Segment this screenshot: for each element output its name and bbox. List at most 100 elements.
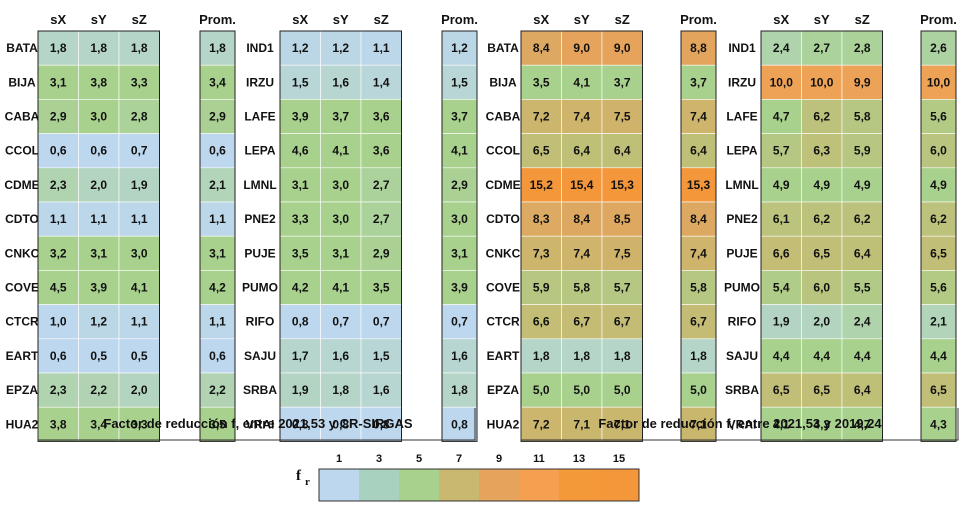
cell-value: 15,3: [611, 178, 635, 192]
heatmap-cell: [320, 406, 362, 442]
legend-swatch: [519, 469, 559, 501]
cell-value: 0,6: [50, 349, 67, 363]
station-label: BIJA: [8, 75, 36, 89]
prom-value: 2,6: [930, 41, 947, 55]
cell-value: 3,0: [332, 212, 349, 226]
heatmap-cell: [118, 338, 160, 374]
prom-value: 0,6: [209, 349, 226, 363]
prom-value: 1,2: [451, 41, 468, 55]
cell-value: 4,4: [854, 349, 871, 363]
prom-value: 6,7: [690, 315, 707, 329]
prom-cell: [920, 201, 957, 237]
prom-cell: [680, 201, 717, 237]
column-header: sZ: [615, 12, 630, 27]
cell-value: 0,6: [90, 144, 107, 158]
cell-value: 3,4: [90, 417, 107, 431]
cell-value: 1,8: [533, 349, 550, 363]
prom-value: 7,4: [690, 110, 707, 124]
prom-value: 3,1: [209, 246, 226, 260]
heatmap-cell: [320, 64, 362, 100]
cell-value: 6,5: [533, 144, 550, 158]
prom-value: 1,1: [209, 212, 226, 226]
cell-value: 3,0: [332, 178, 349, 192]
cell-value: 6,3: [813, 144, 830, 158]
cell-value: 2,3: [50, 178, 67, 192]
cell-value: 2,7: [373, 178, 390, 192]
prom-cell: [441, 64, 478, 100]
prom-cell: [441, 167, 478, 203]
legend-swatch: [439, 469, 479, 501]
prom-cell: [680, 99, 717, 134]
panel-caption: Factor de reducción f, entre 2021,53 y 2…: [598, 416, 882, 431]
heatmap-cell: [601, 338, 643, 374]
cell-value: 3,6: [373, 110, 390, 124]
heatmap-cell: [37, 30, 79, 66]
column-header: sY: [814, 12, 830, 27]
heatmap-cell: [279, 270, 321, 305]
heatmap-cell: [320, 235, 362, 271]
prom-value: 4,3: [930, 417, 947, 431]
station-label: CCOL: [5, 144, 39, 158]
heatmap-cell: [320, 167, 362, 203]
prom-value: 1,1: [209, 315, 226, 329]
prom-value: 3,9: [451, 281, 468, 295]
cell-value: 1,1: [90, 212, 107, 226]
heatmap-cell: [841, 235, 883, 271]
legend-swatch: [359, 469, 399, 501]
cell-value: 2,0: [131, 383, 148, 397]
station-label: COVE: [5, 281, 39, 295]
cell-value: 10,0: [770, 75, 794, 89]
heatmap-cell: [279, 30, 321, 66]
cell-value: 3,5: [533, 75, 550, 89]
cell-value: 7,5: [614, 110, 631, 124]
cell-value: 7,1: [573, 417, 590, 431]
legend-swatch: [479, 469, 519, 501]
cell-value: 6,6: [773, 246, 790, 260]
prom-cell: [441, 338, 478, 374]
column-header: sX: [50, 12, 66, 27]
cell-value: 1,0: [50, 315, 67, 329]
cell-value: 3,0: [90, 110, 107, 124]
block-border: [760, 30, 883, 442]
heatmap-cell: [37, 235, 79, 271]
heatmap-cell: [37, 201, 79, 237]
heatmap-cell: [760, 64, 802, 100]
station-label: IND1: [246, 41, 274, 55]
cell-value: 0,7: [332, 315, 349, 329]
prom-value: 2,2: [209, 383, 226, 397]
station-label: BIJA: [489, 75, 517, 89]
legend-swatch: [559, 469, 599, 501]
heatmap-cell: [320, 372, 362, 408]
heatmap-cell: [601, 235, 643, 271]
cell-value: 4,1: [773, 417, 790, 431]
cell-value: 3,5: [373, 281, 390, 295]
cell-value: 1,6: [332, 349, 349, 363]
heatmap-cell: [37, 270, 79, 305]
heatmap-cell: [760, 235, 802, 271]
heatmap-cell: [118, 270, 160, 305]
legend-label: f: [296, 468, 302, 484]
cell-value: 3,2: [50, 246, 67, 260]
station-label: EART: [487, 349, 520, 363]
heatmap-cell: [841, 304, 883, 340]
station-label: CCOL: [486, 144, 520, 158]
station-label: EPZA: [6, 383, 38, 397]
column-header: sX: [773, 12, 789, 27]
prom-value: 1,8: [690, 349, 707, 363]
prom-cell: [199, 406, 236, 442]
cell-value: 4,9: [854, 178, 871, 192]
heatmap-cell: [601, 406, 643, 442]
prom-value: 3,1: [451, 246, 468, 260]
station-label: SRBA: [725, 383, 759, 397]
heatmap-cell: [561, 372, 603, 408]
cell-value: 0,5: [131, 349, 148, 363]
heatmap-cell: [118, 167, 160, 203]
heatmap-cell: [801, 133, 843, 169]
heatmap-cell: [801, 270, 843, 305]
station-label: CABA: [5, 110, 40, 124]
cell-value: 1,1: [131, 212, 148, 226]
prom-value: 10,0: [927, 75, 951, 89]
heatmap-cell: [279, 64, 321, 100]
heatmap-cell: [561, 270, 603, 305]
heatmap-cell: [760, 30, 802, 66]
